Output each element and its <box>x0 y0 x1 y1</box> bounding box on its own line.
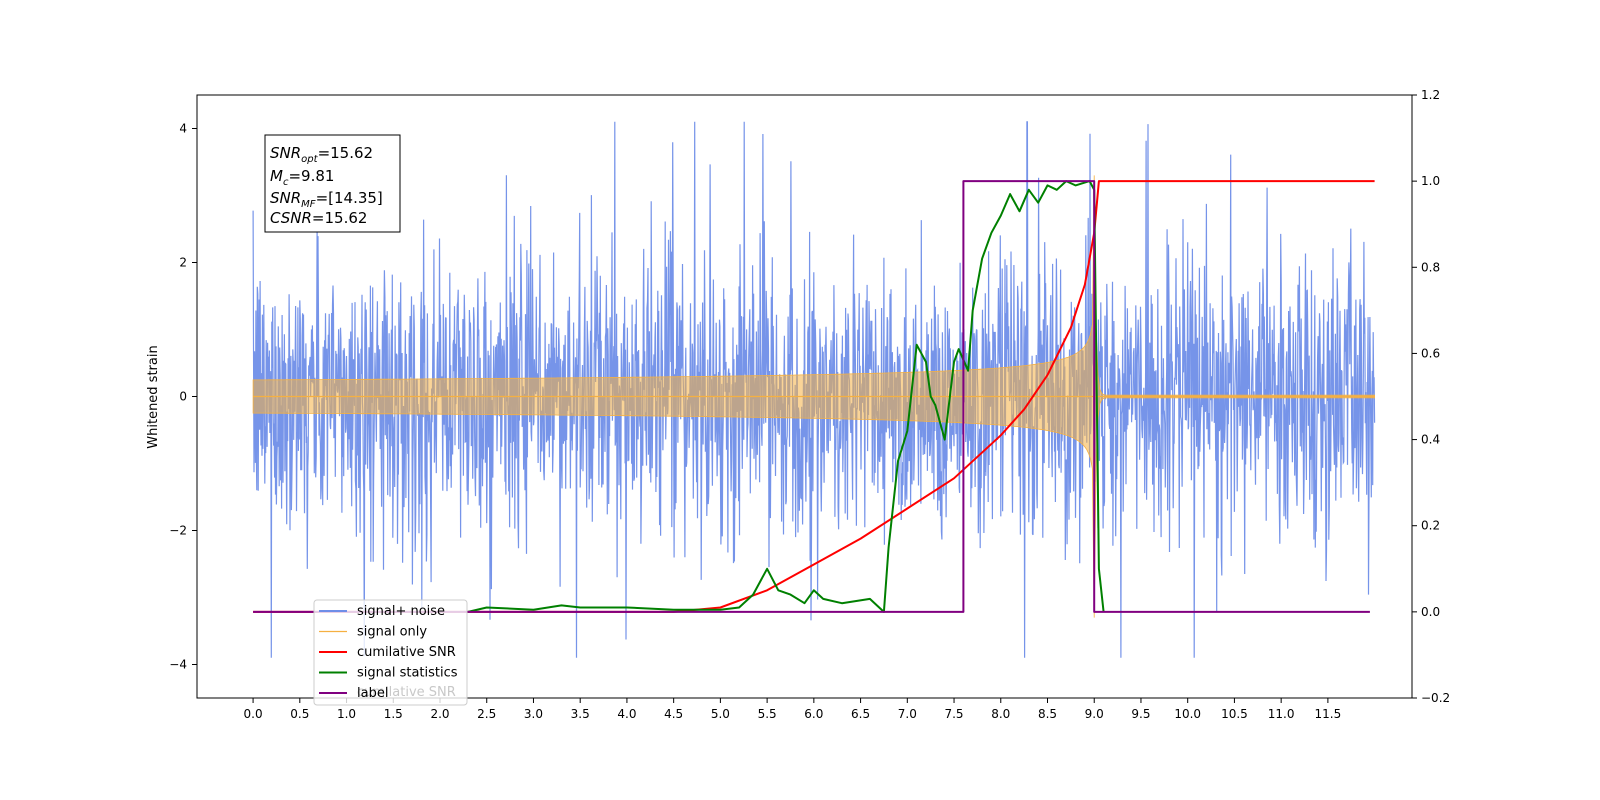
x-tick-label: 1.0 <box>337 707 356 721</box>
x-tick-label: 11.5 <box>1315 707 1342 721</box>
legend-label: label <box>357 686 388 701</box>
x-tick-label: 6.0 <box>804 707 823 721</box>
series-layer <box>252 121 1376 658</box>
legend: cumilative SNR signal+ noise signal only cu… <box>313 599 468 706</box>
legend-faint-label: cumilative SNR <box>357 685 456 700</box>
x-tick-label: 1.5 <box>384 707 403 721</box>
y2-tick-label: 0.8 <box>1421 260 1440 274</box>
legend-label: signal+ noise <box>357 604 445 619</box>
y-tick-label: −4 <box>169 658 187 672</box>
legend-label: signal statistics <box>357 666 458 681</box>
x-axis: 0.0 0.5 1.0 1.5 2.0 2.5 3.0 3.5 4.0 4.5 5.0 5.5 6.0 6… <box>244 698 1342 721</box>
y-tick-label: 2 <box>179 256 187 270</box>
y-tick-label: −2 <box>169 524 187 538</box>
x-tick-label: 7.0 <box>898 707 917 721</box>
y-tick-label: 0 <box>179 390 187 404</box>
series-label <box>253 180 1370 613</box>
y2-tick-label: 0.2 <box>1421 519 1440 533</box>
x-tick-label: 10.0 <box>1174 707 1201 721</box>
legend-label: signal only <box>357 625 427 640</box>
y2-tick-label: 0.0 <box>1421 605 1440 619</box>
x-tick-label: 9.0 <box>1085 707 1104 721</box>
y2-tick-label: 0.4 <box>1421 433 1440 447</box>
x-tick-label: 10.5 <box>1221 707 1248 721</box>
series-signal-statistics <box>467 180 1105 613</box>
x-tick-label: 8.0 <box>991 707 1010 721</box>
x-tick-label: 8.5 <box>1038 707 1057 721</box>
x-tick-label: 5.5 <box>758 707 777 721</box>
y-axis-left: −4 −2 0 2 4 <box>169 122 197 672</box>
x-tick-label: 0.0 <box>244 707 263 721</box>
legend-box <box>313 599 468 706</box>
y2-tick-label: −0.2 <box>1421 691 1450 705</box>
y-axis-label: Whitened strain <box>146 345 161 448</box>
annotation-csnr: CSNR=15.62 <box>270 209 367 227</box>
x-tick-label: 11.0 <box>1268 707 1295 721</box>
annotation-snr-opt: SNRopt=15.62 <box>270 144 373 165</box>
x-tick-label: 5.0 <box>711 707 730 721</box>
x-tick-label: 6.5 <box>851 707 870 721</box>
legend-label: cumilative SNR <box>357 645 456 660</box>
x-tick-label: 7.5 <box>944 707 963 721</box>
x-tick-label: 0.5 <box>290 707 309 721</box>
y2-tick-label: 1.0 <box>1421 174 1440 188</box>
y-axis-right: −0.2 0.0 0.2 0.4 0.6 0.8 1.0 1.2 <box>1412 88 1450 705</box>
x-tick-label: 3.5 <box>571 707 590 721</box>
x-tick-label: 9.5 <box>1131 707 1150 721</box>
y2-tick-label: 1.2 <box>1421 88 1440 102</box>
annotation-chirp-mass: Mc=9.81 <box>270 167 334 188</box>
x-tick-label: 2.0 <box>430 707 449 721</box>
annotation-box: SNRopt=15.62 Mc=9.81 SNRMF=[14.35] CSNR=… <box>264 134 401 233</box>
y-tick-label: 4 <box>179 122 187 136</box>
annotation-snr-mf: SNRMF=[14.35] <box>270 189 383 210</box>
series-cumilative-snr <box>253 180 1375 613</box>
x-tick-label: 2.5 <box>477 707 496 721</box>
x-tick-label: 4.0 <box>617 707 636 721</box>
x-tick-label: 4.5 <box>664 707 683 721</box>
x-tick-label: 3.0 <box>524 707 543 721</box>
y2-tick-label: 0.6 <box>1421 346 1440 360</box>
